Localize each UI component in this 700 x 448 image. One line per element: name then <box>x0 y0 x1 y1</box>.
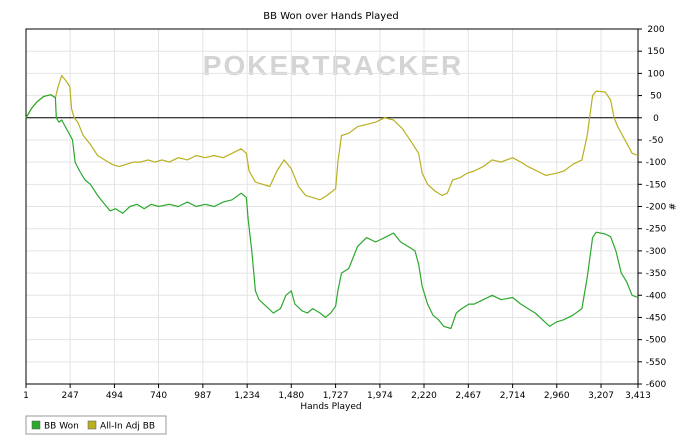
y-tick-label: 150 <box>647 47 664 57</box>
chart-legend: BB Won All-In Adj BB <box>25 415 167 435</box>
x-tick-label: 987 <box>194 391 211 401</box>
x-tick-label: 740 <box>150 391 167 401</box>
y-tick-label: -600 <box>646 380 667 390</box>
y-axis-label: # <box>666 203 676 211</box>
legend-label: BB Won <box>44 422 79 432</box>
y-tick-label: -100 <box>646 158 667 168</box>
x-tick-label: 3,207 <box>588 391 614 401</box>
y-tick-label: 100 <box>647 69 664 79</box>
y-tick-label: 0 <box>653 114 659 124</box>
y-tick-label: -550 <box>646 358 667 368</box>
y-tick-label: 50 <box>650 92 662 102</box>
x-tick-label: 1,480 <box>278 391 304 401</box>
x-tick-label: 2,714 <box>500 391 526 401</box>
x-tick-label: 2,220 <box>411 391 437 401</box>
x-tick-label: 1 <box>23 391 29 401</box>
legend-swatch <box>87 420 97 430</box>
y-tick-label: -400 <box>646 291 667 301</box>
y-tick-label: -450 <box>646 313 667 323</box>
y-tick-label: -200 <box>646 203 667 213</box>
x-tick-label: 1,727 <box>323 391 349 401</box>
series-layer <box>25 75 639 330</box>
y-tick-label: -300 <box>646 247 667 257</box>
y-tick-label: 200 <box>647 25 664 35</box>
pokertracker-watermark: POKERTRACKER <box>203 50 463 81</box>
x-tick-label: 1,974 <box>367 391 393 401</box>
y-tick-label: -50 <box>649 136 664 146</box>
y-tick-label: -150 <box>646 180 667 190</box>
x-tick-label: 3,413 <box>625 391 651 401</box>
x-tick-label: 247 <box>62 391 79 401</box>
y-tick-label: -350 <box>646 269 667 279</box>
x-tick-label: 2,467 <box>455 391 481 401</box>
y-axis-ticks: 200 150 100 50 0 -50 -100 -150 -200 -250 -300 -350 -… <box>638 25 666 390</box>
series-line-bb-won <box>25 94 639 330</box>
legend-label: All-In Adj BB <box>100 422 155 432</box>
series-line-all-in-adj-bb <box>25 75 639 201</box>
x-axis-label: Hands Played <box>300 402 361 412</box>
y-tick-label: -250 <box>646 225 667 235</box>
y-tick-label: -500 <box>646 336 667 346</box>
x-axis-ticks: 1 247 494 740 987 1,234 1,480 1,727 1,974 2,220 2,… <box>23 384 651 401</box>
x-tick-label: 2,960 <box>544 391 570 401</box>
chart-title: BB Won over Hands Played <box>263 11 398 22</box>
x-tick-label: 494 <box>106 391 123 401</box>
legend-swatch <box>31 420 41 430</box>
x-tick-label: 1,234 <box>234 391 260 401</box>
